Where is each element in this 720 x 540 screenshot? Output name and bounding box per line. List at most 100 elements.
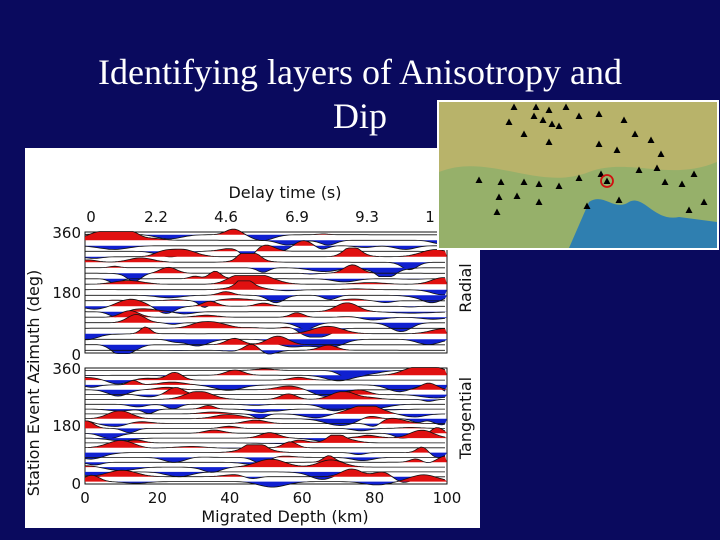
event-marker-circle-icon [600, 174, 614, 188]
trace-positive-fill [85, 314, 447, 323]
station-triangle-icon [653, 164, 661, 171]
tangential-azimuth-ticks: 360 180 0 [52, 360, 81, 493]
trace-line [84, 420, 445, 434]
top-tick-label: 6.9 [285, 208, 309, 226]
station-triangle-icon [583, 202, 591, 209]
station-triangle-icon [530, 112, 538, 119]
trace-line [84, 474, 446, 488]
trace-line [85, 275, 445, 285]
trace-line [84, 444, 446, 460]
trace-negative-fill [85, 481, 447, 488]
trace-line [85, 343, 445, 355]
station-triangle-icon [647, 136, 655, 143]
bottom-axis-label: Migrated Depth (km) [201, 507, 368, 526]
trace-negative-fill [85, 245, 447, 251]
trace-positive-fill [85, 444, 447, 453]
trace-positive-fill [85, 391, 447, 400]
trace-positive-fill [85, 368, 447, 371]
slide-title-line1: Identifying layers of Anisotropy and [98, 52, 622, 92]
trace-line [84, 302, 446, 318]
station-triangle-icon [493, 208, 501, 215]
top-tick-label: 0 [86, 208, 96, 226]
station-triangle-icon [513, 192, 521, 199]
trace-line [84, 468, 445, 483]
azimuth-tick-label: 0 [71, 346, 81, 364]
trace-line [85, 264, 445, 282]
trace-negative-fill [85, 375, 447, 381]
station-triangle-icon [595, 110, 603, 117]
trace-positive-fill [85, 459, 447, 468]
station-triangle-icon [535, 198, 543, 205]
trace-negative-fill [85, 409, 447, 414]
station-triangle-icon [532, 103, 540, 110]
station-triangle-icon [620, 116, 628, 123]
trace-positive-fill [85, 299, 447, 307]
receiver-function-figure: Delay time (s) 0 2.2 4.6 6.9 9.3 1 Station Ev… [25, 148, 480, 528]
top-axis-ticks: 0 2.2 4.6 6.9 9.3 1 [86, 208, 435, 226]
station-triangle-icon [545, 138, 553, 145]
station-triangle-icon [562, 103, 570, 110]
trace-negative-fill [85, 306, 447, 314]
top-axis-label: Delay time (s) [228, 183, 341, 202]
station-triangle-icon [700, 198, 708, 205]
trace-positive-fill [85, 418, 447, 424]
station-triangle-icon [575, 112, 583, 119]
panel-radial-label: Radial [456, 263, 475, 312]
station-triangle-icon [690, 170, 698, 177]
trace-positive-fill [85, 469, 447, 477]
station-triangle-icon [548, 120, 556, 127]
trace-negative-fill [85, 471, 447, 480]
station-triangle-icon [615, 196, 623, 203]
trace-negative-fill [85, 384, 447, 392]
station-triangle-icon [661, 178, 669, 185]
top-tick-label: 1 [425, 208, 435, 226]
trace-line [84, 298, 445, 314]
trace-negative-fill [85, 322, 447, 332]
map-water [569, 199, 717, 248]
radial-azimuth-ticks: 360 180 0 [52, 224, 81, 364]
trace-line [85, 458, 445, 473]
trace-line [85, 265, 445, 278]
panel-tangential-label: Tangential [456, 377, 475, 460]
trace-line [85, 434, 445, 445]
trace-positive-fill [85, 430, 447, 439]
trace-line [85, 298, 445, 308]
station-triangle-icon [678, 180, 686, 187]
station-triangle-icon [505, 118, 513, 125]
radial-panel [84, 228, 448, 355]
trace-line [85, 244, 445, 259]
station-triangle-icon [510, 103, 518, 110]
y-axis-label: Station Event Azimuth (deg) [25, 270, 43, 497]
trace-line [85, 335, 445, 355]
trace-line [85, 387, 446, 399]
station-triangle-icon [555, 122, 563, 129]
trace-line [85, 291, 446, 304]
trace-positive-fill [85, 440, 447, 448]
bottom-tick-label: 20 [148, 489, 167, 507]
trace-negative-fill [85, 273, 447, 282]
event-station-triangle-icon [603, 177, 611, 184]
trace-line [85, 313, 445, 333]
trace-negative-fill [85, 339, 447, 348]
top-tick-label: 2.2 [144, 208, 168, 226]
trace-line [85, 405, 445, 420]
bottom-tick-label: 80 [365, 489, 384, 507]
station-triangle-icon [520, 178, 528, 185]
trace-line [84, 247, 446, 259]
station-triangle-icon [595, 140, 603, 147]
trace-positive-fill [85, 248, 447, 257]
trace-positive-fill [85, 455, 447, 463]
azimuth-tick-label: 360 [52, 224, 81, 242]
station-triangle-icon [475, 176, 483, 183]
station-triangle-icon [545, 106, 553, 113]
trace-negative-fill [85, 350, 447, 354]
azimuth-tick-label: 360 [52, 360, 81, 378]
trace-line [85, 310, 446, 321]
trace-line [84, 379, 446, 393]
top-tick-label: 9.3 [355, 208, 379, 226]
trace-line [84, 367, 446, 382]
trace-negative-fill [85, 438, 447, 442]
station-triangle-icon [575, 174, 583, 181]
trace-negative-fill [85, 428, 447, 433]
trace-positive-fill [85, 406, 447, 414]
